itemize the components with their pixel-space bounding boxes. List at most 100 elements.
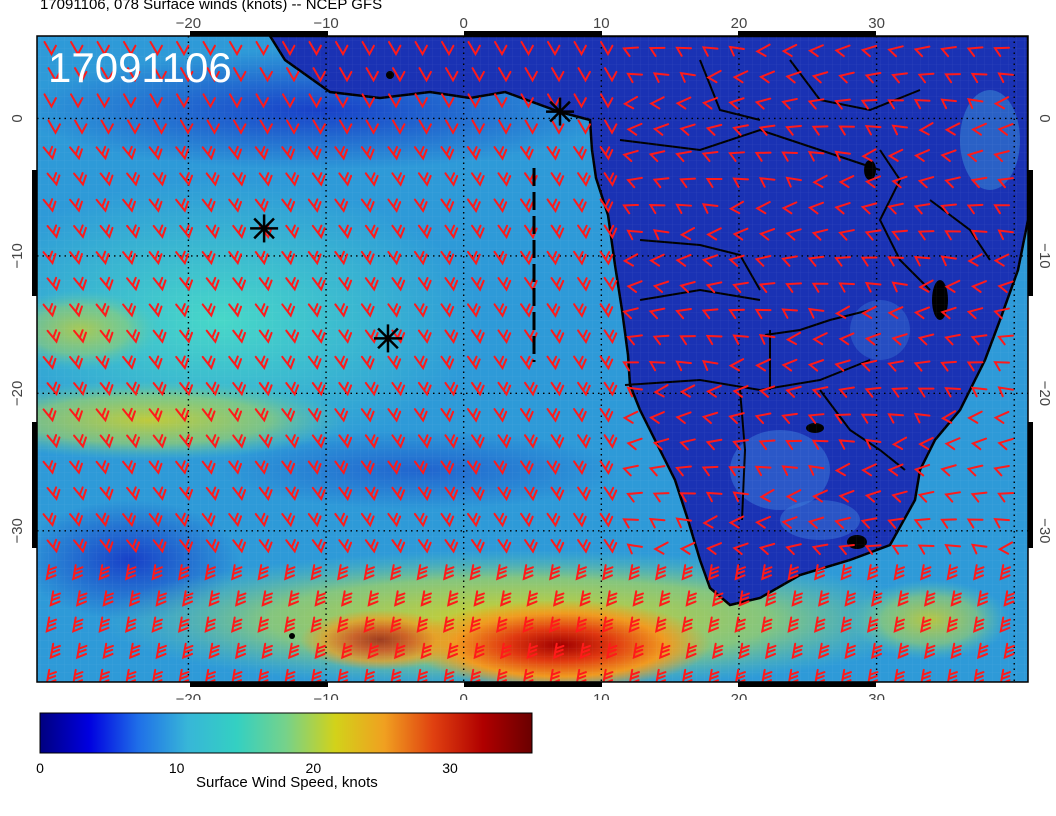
wind-barb [99, 329, 114, 344]
wind-barb [811, 228, 829, 241]
wind-barb [42, 355, 57, 370]
wind-barb [732, 439, 749, 451]
wind-barb [675, 308, 692, 320]
wind-barb [493, 408, 508, 423]
map-title: 17091106, 078 Surface winds (knots) -- N… [40, 0, 383, 13]
wind-barb [701, 203, 719, 214]
wind-barb [122, 355, 136, 370]
wind-barb [728, 97, 745, 110]
wind-barb [966, 361, 984, 372]
wind-barb [228, 355, 243, 370]
wind-barb [701, 411, 719, 425]
wind-barb [864, 175, 881, 189]
wind-barb [466, 250, 481, 266]
wind-barb [175, 355, 190, 370]
wind-barb [787, 616, 799, 633]
wind-barb [126, 434, 140, 449]
wind-barb [626, 437, 643, 451]
wind-barb [705, 334, 723, 346]
wind-barb [364, 172, 379, 187]
wind-barb [679, 541, 696, 555]
wind-barb [654, 616, 667, 633]
wind-barb [653, 384, 669, 398]
wind-barb [913, 255, 931, 267]
wind-barb [466, 355, 481, 371]
wind-barb [728, 358, 745, 372]
wind-barb [972, 564, 985, 581]
wind-barb [335, 40, 349, 57]
wind-barb [206, 67, 220, 83]
wind-barb [360, 512, 375, 528]
wind-barb [546, 303, 561, 318]
wind-barb [494, 40, 508, 57]
wind-barb [255, 40, 269, 57]
wind-barb [254, 512, 269, 528]
wind-barb [754, 151, 772, 162]
wind-barb [626, 491, 643, 503]
wind-barb [201, 355, 216, 370]
wind-barb [701, 360, 719, 371]
wind-barb [228, 407, 243, 423]
wind-barb [470, 381, 485, 397]
wind-barb [42, 198, 57, 213]
wind-barb [122, 512, 136, 528]
wind-barb [997, 72, 1014, 83]
wind-barb [177, 564, 190, 581]
wind-barb [389, 564, 402, 581]
wind-barb [285, 486, 300, 502]
wind-barb [445, 119, 459, 135]
wind-barb [626, 229, 643, 241]
wind-barb [204, 616, 216, 633]
wind-barb [307, 512, 322, 528]
wind-barb [99, 276, 114, 292]
wind-speed-field [37, 36, 1028, 682]
wind-barb [208, 590, 220, 607]
wind-barb [628, 564, 640, 581]
wind-barb [126, 486, 140, 501]
wind-barb [281, 512, 296, 528]
wind-barb [444, 539, 459, 554]
wind-barb [573, 146, 587, 161]
wind-barb [444, 172, 459, 187]
wind-barb [970, 543, 988, 555]
wind-barb [914, 149, 930, 162]
wind-barb [153, 67, 167, 83]
wind-barb [391, 172, 406, 187]
wind-barb [652, 492, 670, 503]
wind-barb [495, 564, 508, 581]
wind-barb [811, 386, 829, 398]
wind-barb [100, 67, 114, 83]
wind-barb [860, 202, 878, 215]
wind-barb [152, 224, 167, 239]
wind-barb [546, 250, 561, 266]
wind-barb [307, 355, 322, 371]
wind-barb [45, 616, 57, 633]
wind-barb [550, 486, 565, 502]
wind-barb [807, 201, 825, 215]
lat-tick-label: 0 [9, 114, 26, 122]
wind-barb [913, 203, 931, 215]
wind-barb [944, 387, 961, 398]
wind-barb [148, 250, 163, 266]
wind-barb [599, 407, 614, 423]
wind-barb [152, 434, 167, 449]
wind-barb [466, 303, 481, 318]
wind-barb [258, 381, 273, 397]
wind-barb [548, 616, 561, 633]
wind-barb [95, 250, 110, 266]
wind-barb [417, 381, 432, 397]
wind-barb [807, 413, 825, 424]
wind-barb [497, 434, 512, 449]
wind-barb [573, 408, 587, 423]
wind-barb [499, 590, 512, 607]
wind-barb [281, 355, 296, 371]
wind-barb [622, 464, 639, 477]
wind-barb [179, 486, 194, 501]
wind-barb [387, 355, 402, 371]
lon-tick-label: −20 [176, 691, 201, 700]
wind-barb [913, 463, 931, 477]
lon-tick-label: 10 [593, 691, 610, 700]
wind-barb [444, 381, 459, 397]
wind-barb [834, 462, 851, 477]
wind-barb [413, 460, 428, 475]
